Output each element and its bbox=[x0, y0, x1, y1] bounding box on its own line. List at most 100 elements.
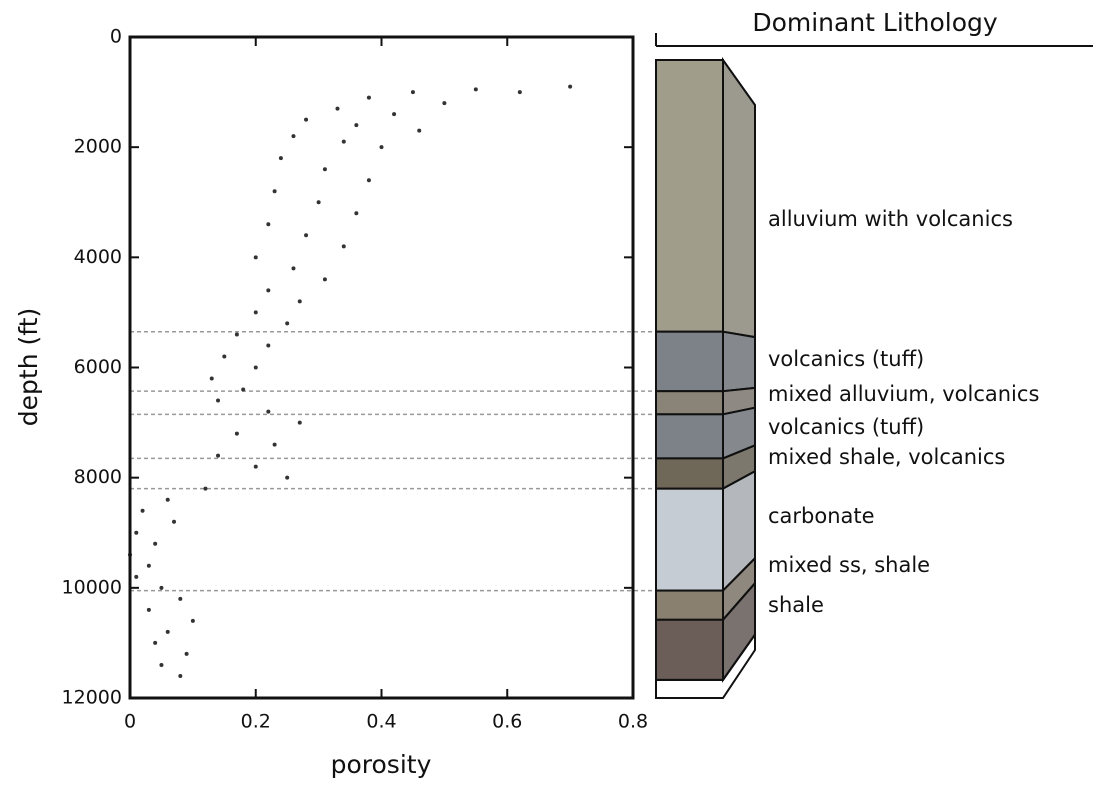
data-point bbox=[253, 464, 258, 469]
lithology-layer bbox=[655, 390, 724, 416]
data-point bbox=[297, 299, 302, 304]
data-point bbox=[379, 145, 384, 150]
data-point bbox=[159, 585, 164, 590]
data-point bbox=[216, 453, 221, 458]
data-point bbox=[184, 651, 189, 656]
data-point bbox=[253, 310, 258, 315]
data-point bbox=[165, 497, 170, 502]
data-point bbox=[568, 84, 573, 89]
data-point bbox=[222, 354, 227, 359]
data-point bbox=[134, 574, 139, 579]
data-point bbox=[442, 101, 447, 106]
lithology-layer bbox=[655, 413, 724, 460]
data-point bbox=[335, 106, 340, 111]
data-point bbox=[517, 90, 522, 95]
y-tick-label: 10000 bbox=[62, 576, 122, 598]
data-point bbox=[153, 640, 158, 645]
data-point bbox=[272, 442, 277, 447]
side-shade bbox=[723, 583, 755, 680]
data-point bbox=[410, 90, 415, 95]
side-shade bbox=[723, 60, 755, 338]
lithology-label: volcanics (tuff) bbox=[768, 347, 924, 371]
data-point bbox=[266, 343, 271, 348]
data-point bbox=[216, 398, 221, 403]
y-tick-label: 2000 bbox=[74, 136, 122, 158]
data-point bbox=[417, 128, 422, 133]
data-point bbox=[304, 117, 309, 122]
data-point bbox=[392, 112, 397, 117]
data-point bbox=[473, 87, 478, 92]
data-point bbox=[253, 365, 258, 370]
data-point bbox=[354, 211, 359, 216]
data-point bbox=[159, 662, 164, 667]
lithology-title: Dominant Lithology bbox=[752, 8, 998, 37]
y-tick-label: 8000 bbox=[74, 466, 122, 488]
x-tick-label: 0.8 bbox=[618, 711, 648, 733]
y-tick-label: 12000 bbox=[62, 687, 122, 709]
side-shade bbox=[723, 558, 755, 620]
x-tick-label: 0.2 bbox=[241, 711, 271, 733]
data-point bbox=[209, 376, 214, 381]
data-point bbox=[165, 629, 170, 634]
data-point bbox=[291, 266, 296, 271]
data-point bbox=[366, 178, 371, 183]
data-point bbox=[354, 123, 359, 128]
lithology-label: carbonate bbox=[768, 504, 875, 528]
data-point bbox=[140, 508, 145, 513]
data-point bbox=[341, 139, 346, 144]
data-point bbox=[297, 420, 302, 425]
y-axis-title: depth (ft) bbox=[14, 308, 43, 426]
data-point bbox=[322, 167, 327, 172]
data-point bbox=[178, 596, 183, 601]
x-tick-label: 0.4 bbox=[366, 711, 396, 733]
plot-frame bbox=[128, 35, 635, 700]
lithology-label: mixed ss, shale bbox=[768, 553, 930, 577]
lithology-layer bbox=[655, 457, 724, 490]
data-point bbox=[316, 200, 321, 205]
data-point bbox=[322, 277, 327, 282]
data-point bbox=[203, 486, 208, 491]
lithology-label: mixed shale, volcanics bbox=[768, 445, 1005, 469]
data-point bbox=[285, 321, 290, 326]
lithology-layer bbox=[655, 487, 724, 592]
lithology-label: mixed alluvium, volcanics bbox=[768, 382, 1039, 406]
lithology-layer bbox=[655, 59, 724, 333]
y-tick-label: 6000 bbox=[74, 356, 122, 378]
data-point bbox=[153, 541, 158, 546]
lithology-label: alluvium with volcanics bbox=[768, 207, 1013, 231]
data-point bbox=[178, 673, 183, 678]
data-point bbox=[266, 222, 271, 227]
x-axis-title: porosity bbox=[331, 750, 432, 779]
lithology-layer bbox=[655, 618, 724, 681]
data-point bbox=[341, 244, 346, 249]
y-tick-label: 0 bbox=[110, 26, 122, 48]
data-point bbox=[266, 409, 271, 414]
side-shade bbox=[723, 331, 755, 392]
lithology-layer bbox=[655, 330, 724, 393]
lithology-side bbox=[722, 580, 756, 683]
data-point bbox=[172, 519, 177, 524]
y-tick-label: 4000 bbox=[74, 246, 122, 268]
data-point bbox=[234, 332, 239, 337]
data-point bbox=[253, 255, 258, 260]
data-point bbox=[285, 475, 290, 480]
x-tick-label: 0.6 bbox=[492, 711, 522, 733]
data-point bbox=[266, 288, 271, 293]
data-point bbox=[366, 95, 371, 100]
side-shade bbox=[723, 387, 755, 415]
data-point bbox=[134, 530, 139, 535]
data-point bbox=[304, 233, 309, 238]
side-shade bbox=[723, 471, 755, 591]
lithology-label: volcanics (tuff) bbox=[768, 415, 924, 439]
data-point bbox=[190, 618, 195, 623]
data-point bbox=[272, 189, 277, 194]
data-point bbox=[146, 607, 151, 612]
data-point bbox=[146, 563, 151, 568]
x-tick-label: 0 bbox=[124, 711, 136, 733]
data-point bbox=[234, 431, 239, 436]
data-point bbox=[291, 134, 296, 139]
data-point bbox=[241, 387, 246, 392]
side-shade bbox=[723, 407, 755, 459]
